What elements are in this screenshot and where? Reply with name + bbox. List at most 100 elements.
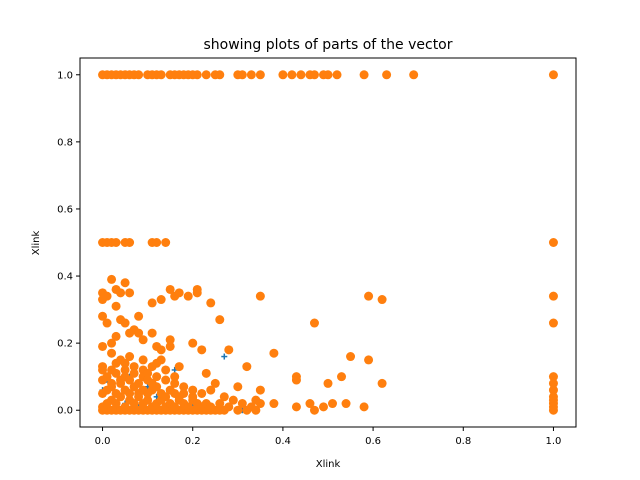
data-point-circle <box>548 372 558 382</box>
data-point-circle <box>120 278 130 288</box>
data-point-circle <box>341 399 351 409</box>
data-point-circle <box>206 402 216 412</box>
data-point-circle <box>332 70 342 80</box>
data-point-circle <box>156 70 166 80</box>
data-point-circle <box>147 378 157 388</box>
x-tick-label: 0.8 <box>455 436 471 447</box>
data-point-circle <box>161 365 171 375</box>
data-point-circle <box>161 375 171 385</box>
data-point-circle <box>98 295 108 305</box>
data-point-circle <box>156 295 166 305</box>
x-tick-label: 0.0 <box>95 436 111 447</box>
data-point-circle <box>246 402 256 412</box>
data-point-circle <box>291 375 301 385</box>
x-axis-label: Xlink <box>316 459 341 470</box>
data-point-circle <box>174 362 184 372</box>
data-point-circle <box>337 372 347 382</box>
data-point-circle <box>251 395 261 405</box>
data-point-circle <box>129 362 139 372</box>
chart-title: showing plots of parts of the vector <box>203 37 452 53</box>
data-point-circle <box>548 70 558 80</box>
data-point-circle <box>210 378 220 388</box>
data-point-circle <box>156 345 166 355</box>
data-point-circle <box>98 362 108 372</box>
x-tick-label: 0.2 <box>185 436 201 447</box>
data-point-circle <box>107 348 117 358</box>
data-point-circle <box>364 291 374 301</box>
data-point-circle <box>165 341 175 351</box>
data-point-circle <box>346 352 356 362</box>
data-point-circle <box>134 311 144 321</box>
x-axis-ticks: 0.0 0.2 0.4 0.6 0.8 1.0 <box>95 427 562 447</box>
data-point-circle <box>192 284 202 294</box>
data-point-circle <box>188 385 198 395</box>
data-point-circle <box>143 395 153 405</box>
data-point-circle <box>125 388 135 398</box>
data-point-circle <box>143 368 153 378</box>
data-point-circle <box>224 402 234 412</box>
data-point-circle <box>548 318 558 328</box>
data-point-circle <box>179 388 189 398</box>
data-point-circle <box>125 352 135 362</box>
data-point-circle <box>125 238 135 247</box>
data-point-circle <box>201 70 211 80</box>
data-point-circle <box>269 348 279 358</box>
data-point-circle <box>170 372 180 382</box>
data-point-circle <box>134 378 144 388</box>
data-point-circle <box>323 378 333 388</box>
data-point-circle <box>161 392 171 402</box>
data-point-circle <box>318 402 328 412</box>
plot-marks <box>98 70 558 415</box>
data-point-circle <box>165 335 175 345</box>
y-tick-label: 0.0 <box>57 406 73 417</box>
data-point-circle <box>138 355 148 365</box>
data-point-circle <box>237 70 247 80</box>
data-point-circle <box>309 70 319 80</box>
data-point-circle <box>309 318 319 328</box>
y-tick-label: 0.6 <box>57 204 73 215</box>
data-point-circle <box>170 378 180 388</box>
data-point-circle <box>107 338 117 348</box>
data-point-circle <box>179 382 189 392</box>
data-point-circle <box>111 388 121 398</box>
data-point-circle <box>233 405 243 415</box>
data-point-circle <box>224 345 234 355</box>
data-point-circle <box>215 399 225 409</box>
data-point-circle <box>152 238 162 247</box>
data-point-circle <box>147 298 157 308</box>
data-point-circle <box>170 402 180 412</box>
data-point-circle <box>147 328 157 338</box>
data-point-circle <box>215 70 225 80</box>
data-point-circle <box>102 372 112 382</box>
data-point-circle <box>246 70 256 80</box>
data-point-circle <box>125 375 135 385</box>
data-point-circle <box>111 301 121 311</box>
data-point-circle <box>98 311 108 321</box>
data-point-circle <box>116 288 126 298</box>
data-point-circle <box>111 399 121 409</box>
data-point-circle <box>201 368 211 378</box>
data-point-circle <box>102 318 112 328</box>
data-point-circle <box>111 358 121 368</box>
data-point-circle <box>147 362 157 372</box>
data-point-circle <box>111 238 121 247</box>
data-point-circle <box>120 358 130 368</box>
data-point-circle <box>129 399 139 409</box>
data-point-circle <box>291 402 301 412</box>
data-point-circle <box>309 405 319 415</box>
y-tick-label: 0.2 <box>57 339 73 350</box>
data-point-circle <box>134 328 144 338</box>
data-point-circle <box>107 365 117 375</box>
data-point-circle <box>269 399 279 409</box>
y-tick-label: 0.4 <box>57 272 73 283</box>
x-tick-label: 0.6 <box>365 436 381 447</box>
data-point-circle <box>183 291 193 301</box>
data-point-circle <box>107 378 117 388</box>
x-tick-label: 1.0 <box>546 436 562 447</box>
data-point-circle <box>129 368 139 378</box>
data-point-circle <box>125 288 135 298</box>
data-point-circle <box>382 70 392 80</box>
data-point-circle <box>206 385 216 395</box>
x-tick-label: 0.4 <box>275 436 291 447</box>
data-point-circle <box>548 238 558 247</box>
